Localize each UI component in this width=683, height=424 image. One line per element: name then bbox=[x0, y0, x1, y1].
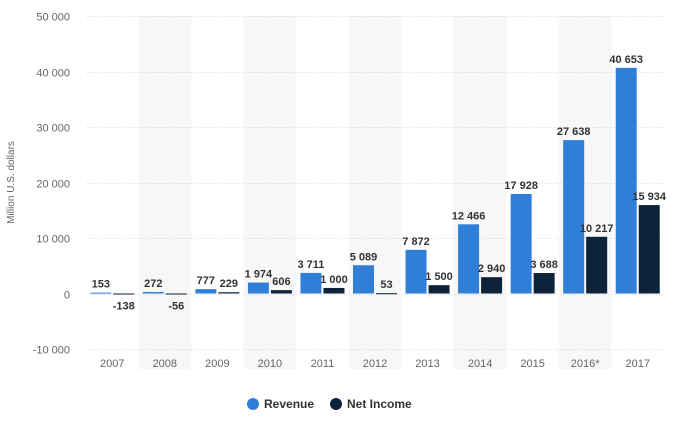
y-axis-ticks: -10 000 0 10 000 20 000 30 000 40 000 50 000 bbox=[33, 12, 70, 357]
x-tick-label: 2010 bbox=[258, 358, 282, 370]
data-label: 40 653 bbox=[609, 54, 643, 66]
data-label: 1 974 bbox=[245, 269, 273, 281]
x-tick-label: 2014 bbox=[468, 358, 492, 370]
data-label: 12 466 bbox=[452, 210, 486, 222]
bar-net-income[interactable] bbox=[113, 293, 135, 295]
y-tick-label: 20 000 bbox=[36, 179, 70, 191]
legend-marker[interactable] bbox=[330, 398, 342, 410]
y-tick-label: -10 000 bbox=[33, 345, 70, 357]
column-band bbox=[138, 16, 192, 369]
bar-net-income[interactable] bbox=[218, 292, 240, 294]
bar-net-income[interactable] bbox=[533, 273, 555, 294]
legend-label[interactable]: Revenue bbox=[264, 397, 314, 411]
alternating-bands bbox=[138, 16, 612, 369]
column-band bbox=[453, 16, 507, 369]
data-label: 1 000 bbox=[320, 274, 348, 286]
x-tick-label: 2008 bbox=[153, 358, 177, 370]
y-axis-title: Million U.S. dollars bbox=[6, 141, 17, 224]
bar-net-income[interactable] bbox=[586, 236, 608, 294]
bar-revenue[interactable] bbox=[300, 272, 322, 294]
x-tick-label: 2013 bbox=[415, 358, 439, 370]
bar-net-income[interactable] bbox=[376, 293, 397, 295]
x-tick-label: 2015 bbox=[520, 358, 544, 370]
data-label: 777 bbox=[197, 275, 215, 287]
x-tick-label: 2016* bbox=[571, 358, 600, 370]
data-label: 3 711 bbox=[297, 259, 324, 271]
bar-revenue[interactable] bbox=[458, 224, 480, 294]
bar-revenue[interactable] bbox=[615, 67, 637, 294]
data-label: -138 bbox=[113, 301, 135, 313]
bar-revenue[interactable] bbox=[405, 249, 427, 294]
bar-revenue[interactable] bbox=[142, 291, 164, 294]
bar-net-income[interactable] bbox=[638, 205, 660, 294]
bar-revenue[interactable] bbox=[247, 282, 269, 294]
x-tick-label: 2012 bbox=[363, 358, 387, 370]
y-tick-label: 50 000 bbox=[36, 12, 70, 24]
y-tick-label: 0 bbox=[64, 290, 70, 302]
data-label: 15 934 bbox=[632, 191, 667, 203]
x-axis-ticks: 2007 2008 2009 2010 2011 2012 2013 2014 2015 2016… bbox=[100, 358, 650, 370]
bar-net-income[interactable] bbox=[165, 293, 187, 295]
data-label: 229 bbox=[220, 278, 238, 290]
x-tick-label: 2009 bbox=[205, 358, 229, 370]
data-label: 17 928 bbox=[504, 180, 538, 192]
bar-net-income[interactable] bbox=[428, 285, 450, 294]
data-label: 7 872 bbox=[402, 236, 430, 248]
legend-label[interactable]: Net Income bbox=[347, 397, 412, 411]
data-label: 2 940 bbox=[478, 263, 506, 275]
bars bbox=[90, 67, 660, 295]
data-label: 10 217 bbox=[580, 223, 614, 235]
bar-revenue[interactable] bbox=[90, 292, 112, 294]
y-tick-label: 10 000 bbox=[36, 234, 70, 246]
y-tick-label: 40 000 bbox=[36, 68, 70, 80]
data-label: 53 bbox=[380, 279, 392, 291]
column-band bbox=[243, 16, 297, 369]
bar-revenue[interactable] bbox=[195, 289, 217, 294]
data-label: 5 089 bbox=[350, 251, 378, 263]
column-band bbox=[348, 16, 402, 369]
bar-net-income[interactable] bbox=[323, 287, 345, 294]
x-tick-label: 2007 bbox=[100, 358, 124, 370]
data-label: -56 bbox=[168, 301, 184, 313]
data-label: 3 688 bbox=[530, 259, 558, 271]
bar-revenue[interactable] bbox=[563, 140, 585, 294]
data-label: 1 500 bbox=[425, 271, 453, 283]
bar-net-income[interactable] bbox=[270, 290, 292, 294]
bar-revenue[interactable] bbox=[353, 265, 374, 294]
legend: Revenue Net Income bbox=[247, 397, 412, 411]
y-tick-label: 30 000 bbox=[36, 123, 70, 135]
x-tick-label: 2011 bbox=[311, 358, 335, 370]
data-label: 153 bbox=[92, 279, 110, 291]
x-tick-label: 2017 bbox=[625, 358, 649, 370]
data-label: 27 638 bbox=[557, 126, 591, 138]
bar-revenue[interactable] bbox=[510, 193, 532, 294]
data-label: 606 bbox=[272, 276, 290, 288]
legend-marker[interactable] bbox=[247, 398, 259, 410]
bar-net-income[interactable] bbox=[481, 277, 503, 294]
data-label: 272 bbox=[144, 278, 162, 290]
